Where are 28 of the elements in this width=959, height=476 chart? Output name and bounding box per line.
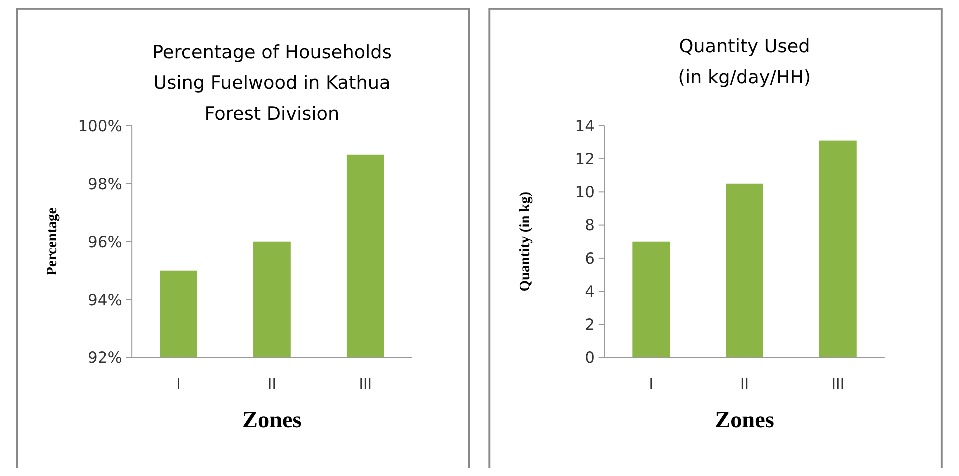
y-tick-label: 100%: [78, 117, 122, 136]
y-tick-label: 4: [585, 282, 595, 301]
x-tick-label: II: [268, 376, 276, 393]
y-tick-label: 8: [585, 216, 595, 235]
chart-title: Percentage of Households Using Fuelwood in Kathua Forest Division: [152, 42, 392, 126]
x-tick-label: III: [359, 376, 372, 393]
y-axis-title: Quantity (in kg): [517, 192, 534, 292]
x-axis-title: Zones: [242, 407, 302, 434]
y-tick-label: 94%: [88, 291, 122, 310]
y-tick-label: 98%: [88, 175, 122, 194]
bar: [632, 242, 670, 358]
y-tick-label: 14: [575, 117, 595, 136]
y-tick-label: 12: [575, 150, 595, 168]
x-axis-title: Zones: [715, 407, 774, 434]
x-tick-label: I: [649, 376, 654, 393]
y-tick-label: 6: [585, 250, 595, 268]
y-tick-label: 2: [585, 316, 595, 334]
chart-title: Quantity Used (in kg/day/HH): [678, 36, 812, 88]
y-axis-title: Percentage: [44, 207, 61, 276]
y-tick-label: 10: [575, 184, 595, 202]
x-tick-label: II: [740, 376, 750, 393]
x-tick-label: I: [176, 376, 181, 393]
y-tick-label: 96%: [88, 233, 122, 252]
bar: [820, 140, 857, 358]
y-tick-label: 0: [585, 349, 595, 368]
x-tick-label: III: [832, 376, 845, 393]
y-tick-label: 92%: [88, 349, 122, 368]
bar: [726, 184, 764, 358]
